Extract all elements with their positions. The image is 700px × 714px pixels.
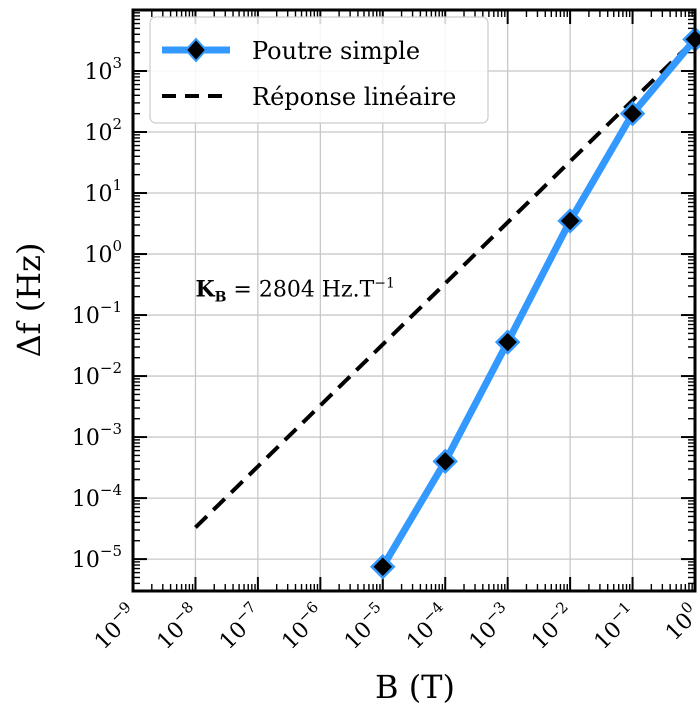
x-tick-label: 100 (657, 598, 700, 646)
y-tick-label: 103 (84, 54, 122, 85)
series-line-poutre-simple (379, 37, 698, 569)
legend-marker-poutre (184, 37, 208, 63)
data-point-poutre-simple (432, 448, 458, 475)
y-tick-label: 10−2 (72, 359, 122, 390)
y-tick-label: 102 (84, 115, 122, 146)
x-tick-label: 10−3 (461, 598, 518, 655)
y-tick-labels: 10−5 10−4 10−3 10−2 10−1 100 101 102 103 (72, 54, 122, 573)
legend-label-lineaire: Réponse linéaire (252, 83, 456, 111)
annotation-value: = 2804 Hz.T (226, 278, 374, 303)
x-tick-label: 10−5 (336, 598, 393, 655)
legend-label-poutre: Poutre simple (252, 37, 420, 65)
x-tick-label: 10−2 (524, 598, 581, 655)
legend: Poutre simple Réponse linéaire (149, 16, 489, 124)
x-axis-label: B (T) (375, 668, 455, 706)
x-tick-label: 10−7 (211, 598, 268, 655)
data-point-poutre-simple (619, 100, 646, 127)
sensitivity-annotation: KB = 2804 Hz.T−1 (195, 276, 394, 306)
x-tick-label: 10−1 (586, 598, 643, 655)
data-point-poutre-simple (370, 553, 396, 580)
x-tick-labels: 10−910−810−710−610−510−410−310−210−1 100 (87, 598, 700, 655)
annotation-sub: B (215, 290, 227, 306)
x-tick-label: 10−6 (274, 598, 331, 655)
series (194, 26, 700, 580)
y-tick-label: 10−1 (72, 298, 122, 329)
x-tick-label: 10−9 (87, 598, 144, 655)
y-tick-label: 100 (84, 237, 122, 268)
legend-box (149, 16, 489, 124)
annotation-sup: −1 (374, 276, 395, 292)
data-point-poutre-simple (494, 329, 521, 355)
y-tick-label: 101 (84, 176, 122, 207)
y-tick-label: 10−3 (72, 420, 122, 451)
annotation-k: K (195, 277, 215, 303)
plot-frame (131, 8, 697, 593)
x-tick-label: 10−8 (149, 598, 206, 655)
y-tick-label: 10−4 (72, 481, 122, 512)
series-line-reponse-lineaire (194, 37, 697, 529)
y-axis-label: Δf (Hz) (10, 243, 48, 358)
x-tick-label: 10−4 (399, 598, 456, 655)
y-tick-label: 10−5 (72, 542, 122, 573)
data-point-poutre-simple (557, 208, 583, 234)
